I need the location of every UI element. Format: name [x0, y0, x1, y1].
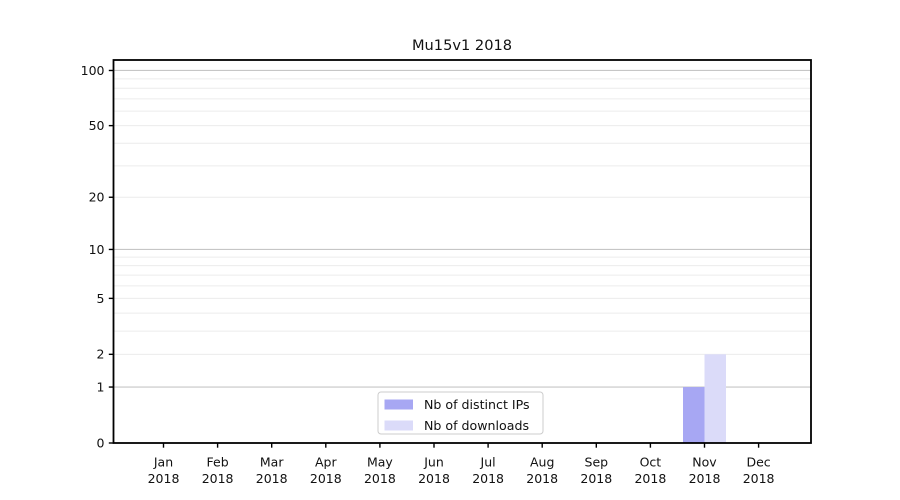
y-tick-label: 0	[97, 435, 105, 450]
x-tick-label-year: 2018	[148, 471, 180, 486]
y-tick-label: 2	[97, 347, 105, 362]
x-tick-label-month: May	[367, 455, 393, 470]
y-tick-label: 20	[89, 190, 105, 205]
x-tick-label-year: 2018	[256, 471, 288, 486]
legend-swatch-distinct-ips	[384, 399, 413, 410]
x-tick-label-year: 2018	[472, 471, 504, 486]
x-tick-label-month: Sep	[585, 455, 609, 470]
x-tick-label-year: 2018	[310, 471, 342, 486]
x-tick-label-month: Jan	[153, 455, 173, 470]
x-tick-label-year: 2018	[580, 471, 612, 486]
legend-box	[377, 391, 544, 435]
legend-swatch-downloads	[384, 420, 413, 431]
y-tick-label: 1	[97, 379, 105, 394]
legend-label-distinct-ips: Nb of distinct IPs	[424, 397, 530, 412]
x-tick-label-month: Aug	[530, 455, 554, 470]
x-tick-label-year: 2018	[364, 471, 396, 486]
bar-nov-downloads	[704, 354, 726, 443]
y-tick-label: 10	[89, 242, 105, 257]
y-tick-label: 5	[97, 291, 105, 306]
x-tick-label-month: Dec	[746, 455, 770, 470]
x-tick-label-year: 2018	[202, 471, 234, 486]
axes-box	[112, 59, 812, 444]
x-tick-label-month: Jul	[480, 455, 496, 470]
x-tick-label-year: 2018	[526, 471, 558, 486]
x-tick-label-year: 2018	[743, 471, 775, 486]
y-tick-label: 50	[89, 118, 105, 133]
chart-title: Mu15v1 2018	[411, 37, 513, 54]
legend-label-downloads: Nb of downloads	[424, 418, 529, 433]
x-tick-label-month: Jun	[423, 455, 444, 470]
bar-nov-distinct-ips	[683, 387, 705, 443]
x-tick-label-month: Apr	[315, 455, 337, 470]
x-tick-label-month: Nov	[692, 455, 717, 470]
x-tick-label-month: Oct	[640, 455, 662, 470]
x-tick-label-year: 2018	[418, 471, 450, 486]
y-tick-label: 100	[81, 63, 105, 78]
x-tick-label-year: 2018	[634, 471, 666, 486]
x-tick-label-year: 2018	[689, 471, 721, 486]
x-tick-label-month: Feb	[207, 455, 229, 470]
x-tick-label-month: Mar	[260, 455, 284, 470]
